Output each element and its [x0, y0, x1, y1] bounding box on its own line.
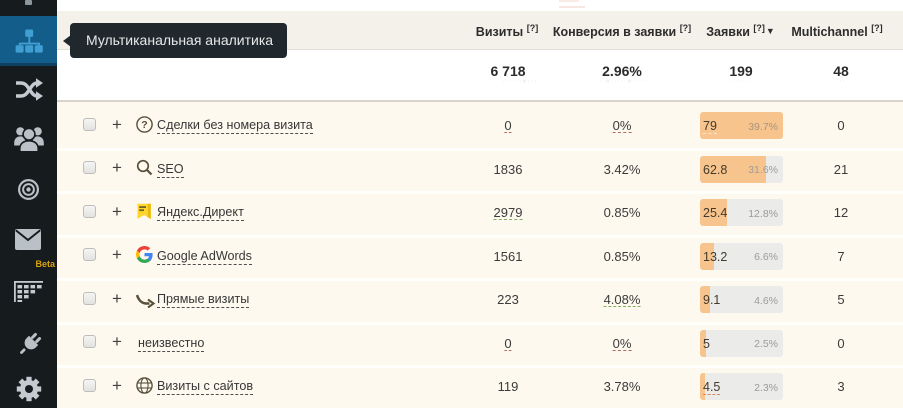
svg-text:?: ? [141, 119, 147, 131]
